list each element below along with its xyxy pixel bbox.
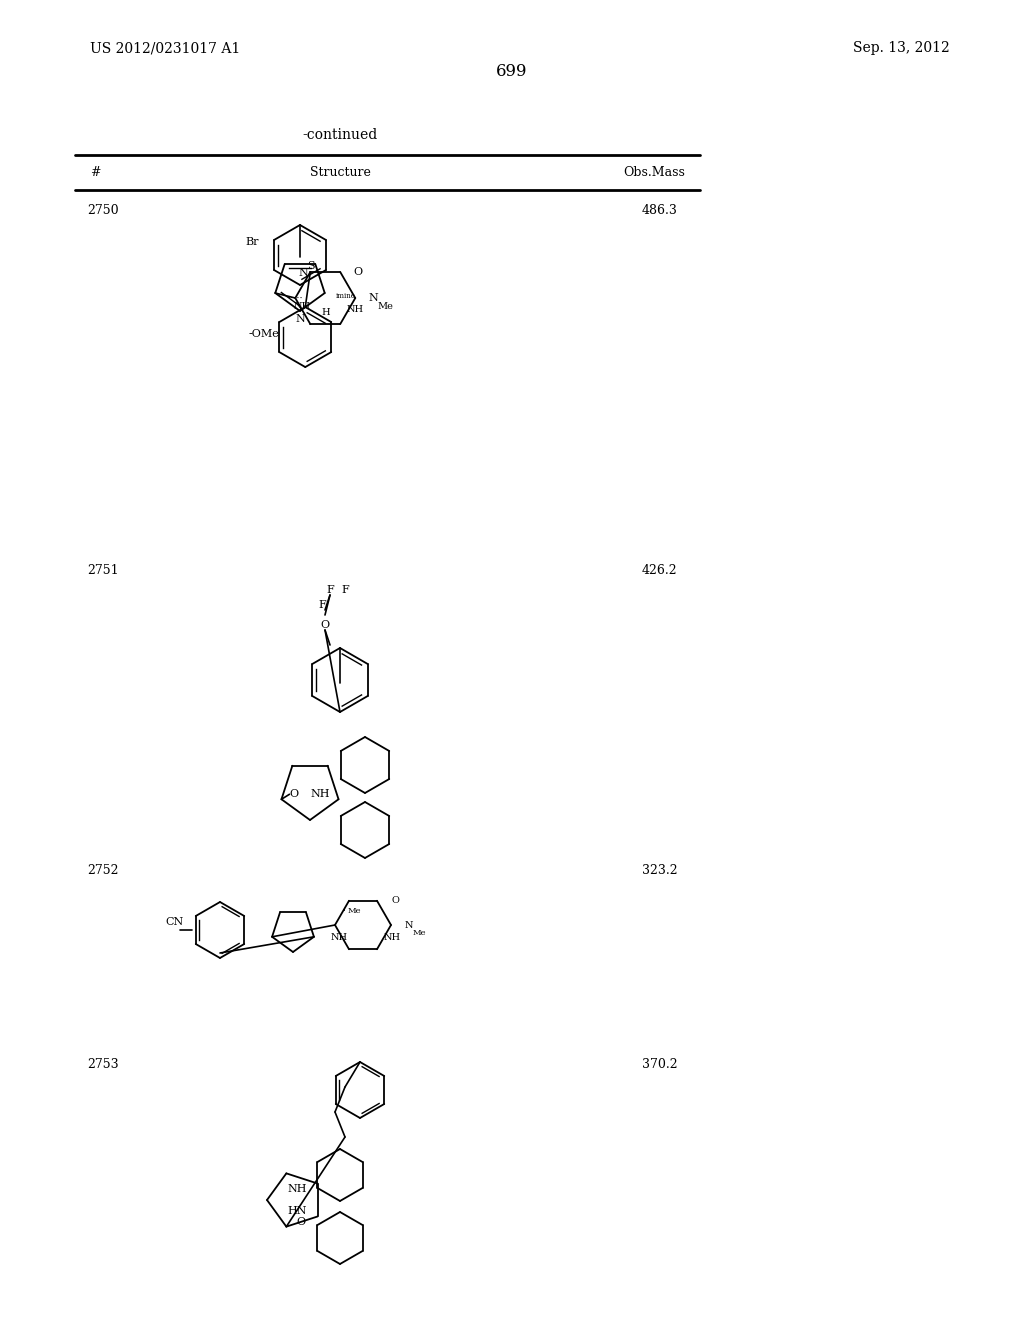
Text: -OMe: -OMe <box>249 329 280 339</box>
Text: Obs.Mass: Obs.Mass <box>624 166 685 180</box>
Text: N: N <box>404 920 414 929</box>
Text: F: F <box>326 585 334 595</box>
Text: NH: NH <box>347 305 364 314</box>
Text: O: O <box>321 620 330 630</box>
Text: Structure: Structure <box>309 166 371 180</box>
Text: 2752: 2752 <box>87 863 119 876</box>
Text: O: O <box>353 267 362 277</box>
Text: S: S <box>307 261 315 271</box>
Text: Me: Me <box>347 907 360 915</box>
Text: CN: CN <box>165 917 183 927</box>
Text: 2753: 2753 <box>87 1059 119 1072</box>
Text: 699: 699 <box>497 63 527 81</box>
Text: F: F <box>318 601 326 610</box>
Text: #: # <box>90 166 100 180</box>
Text: F: F <box>341 585 349 595</box>
Text: NH: NH <box>294 301 311 310</box>
Text: -continued: -continued <box>302 128 378 143</box>
Text: N: N <box>369 293 378 304</box>
Text: imine: imine <box>335 292 355 300</box>
Text: ·····: ····· <box>288 293 303 302</box>
Text: NH: NH <box>383 933 400 941</box>
Text: O: O <box>289 789 298 800</box>
Text: NH: NH <box>288 1184 307 1193</box>
Text: O: O <box>391 896 399 906</box>
Text: Br: Br <box>246 238 259 247</box>
Text: Me: Me <box>377 301 393 310</box>
Text: US 2012/0231017 A1: US 2012/0231017 A1 <box>90 41 241 55</box>
Text: 486.3: 486.3 <box>642 203 678 216</box>
Text: ·: · <box>342 904 346 917</box>
Text: O: O <box>297 1217 306 1226</box>
Text: 426.2: 426.2 <box>642 564 678 577</box>
Text: Me: Me <box>413 929 426 937</box>
Text: Sep. 13, 2012: Sep. 13, 2012 <box>853 41 950 55</box>
Text: NH: NH <box>310 789 331 800</box>
Text: HN: HN <box>288 1206 307 1217</box>
Text: 2750: 2750 <box>87 203 119 216</box>
Text: 370.2: 370.2 <box>642 1059 678 1072</box>
Text: 2751: 2751 <box>87 564 119 577</box>
Text: NH: NH <box>331 933 347 941</box>
Text: N: N <box>298 268 308 279</box>
Text: 323.2: 323.2 <box>642 863 678 876</box>
Text: N: N <box>295 314 305 323</box>
Text: H: H <box>321 308 330 317</box>
